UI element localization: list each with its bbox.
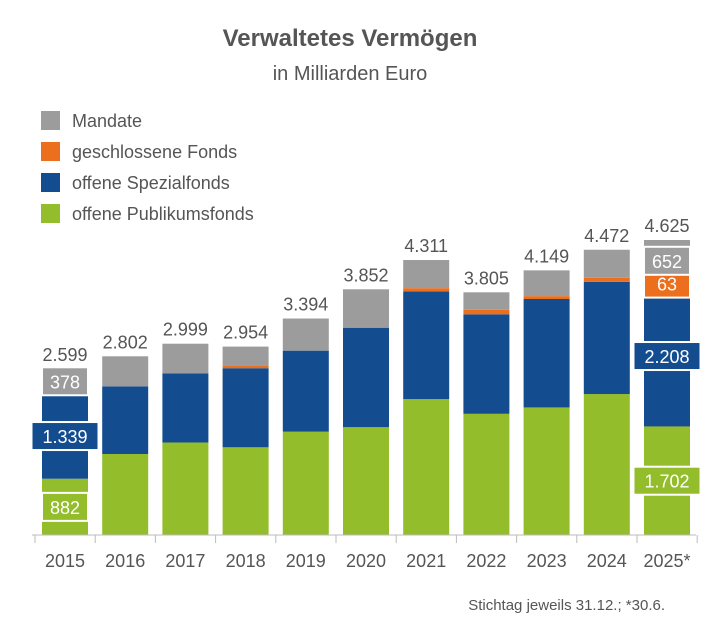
bar-mandate	[102, 356, 149, 387]
total-label: 2.999	[163, 320, 208, 340]
legend-swatch	[41, 111, 60, 130]
legend-label: geschlossene Fonds	[72, 142, 237, 162]
legend-label: offene Publikumsfonds	[72, 204, 254, 224]
total-label: 2.802	[103, 332, 148, 352]
bar-offene-publikumsfonds	[343, 427, 389, 535]
bar-offene-publikumsfonds	[162, 442, 209, 535]
bar-mandate	[162, 343, 209, 374]
x-axis: 2015 2016 2017 2018 2019 2020 2021 2022 2023 2024…	[32, 534, 698, 571]
legend-label: Mandate	[72, 111, 142, 131]
x-tick-label: 2021	[406, 551, 446, 571]
bar-offene-publikumsfonds	[463, 413, 510, 535]
bar-mandate	[463, 292, 510, 310]
bar-mandate	[222, 346, 269, 366]
bar-offene-spezialfonds	[102, 386, 149, 454]
bar-geschlossene-fonds	[403, 288, 450, 292]
value-label: 378	[50, 372, 80, 392]
value-label-box	[643, 245, 691, 276]
x-tick-label: 2015	[45, 551, 85, 571]
bar-offene-publikumsfonds	[282, 431, 329, 535]
value-label: 652	[652, 252, 682, 272]
bar-offene-spezialfonds	[222, 368, 269, 448]
bar-mandate	[523, 270, 570, 297]
x-tick-label: 2024	[587, 551, 627, 571]
footnote: Stichtag jeweils 31.12.; *30.6.	[468, 597, 665, 614]
bar-offene-spezialfonds	[403, 291, 450, 400]
bars: 2.599 2.802 2.999 2.954 3.394 3.852 4.311 3.805…	[30, 216, 702, 535]
chart-subtitle: in Milliarden Euro	[273, 63, 428, 85]
bar-mandate	[403, 260, 450, 289]
chart-title: Verwaltetes Vermögen	[223, 25, 478, 52]
x-tick-label: 2019	[286, 551, 326, 571]
bar-mandate	[583, 249, 630, 278]
bar-geschlossene-fonds	[523, 296, 570, 299]
total-label: 4.149	[524, 246, 569, 266]
value-label-box	[632, 465, 702, 496]
bar-offene-publikumsfonds	[583, 394, 630, 535]
total-label: 2.599	[42, 345, 87, 365]
legend: Mandate geschlossene Fonds offene Spezialf…	[41, 111, 254, 224]
value-label: 882	[50, 498, 80, 518]
value-label: 1.339	[42, 427, 87, 447]
bar-geschlossene-fonds	[463, 309, 510, 315]
value-label-box	[41, 491, 89, 522]
x-tick-label: 2020	[346, 551, 386, 571]
legend-swatch	[41, 142, 60, 161]
value-label: 63	[657, 275, 677, 295]
total-label: 3.805	[464, 268, 509, 288]
legend-swatch	[41, 173, 60, 192]
value-label-box	[30, 421, 100, 452]
total-label: 4.625	[644, 216, 689, 236]
x-tick-label: 2025*	[643, 551, 690, 571]
x-tick-label: 2018	[226, 551, 266, 571]
total-label: 3.394	[283, 295, 328, 315]
total-label: 4.472	[584, 226, 629, 246]
bar-offene-publikumsfonds	[222, 447, 269, 535]
bar-geschlossene-fonds	[222, 365, 269, 369]
x-tick-label: 2016	[105, 551, 145, 571]
legend-label: offene Spezialfonds	[72, 173, 230, 193]
bar-offene-spezialfonds	[162, 373, 209, 443]
x-tick-label: 2023	[527, 551, 567, 571]
value-label-box	[632, 341, 702, 372]
bar-offene-spezialfonds	[282, 350, 329, 432]
bar-mandate	[282, 318, 329, 351]
bar-offene-spezialfonds	[463, 314, 510, 414]
bar-offene-publikumsfonds	[102, 453, 149, 535]
bar-geschlossene-fonds	[583, 277, 630, 282]
bar-offene-publikumsfonds	[403, 399, 450, 535]
x-tick-label: 2022	[466, 551, 506, 571]
bar-offene-publikumsfonds	[523, 407, 570, 535]
total-label: 4.311	[404, 236, 448, 256]
x-tick-label: 2017	[165, 551, 205, 571]
bar-offene-spezialfonds	[583, 281, 630, 395]
value-label-box	[41, 366, 89, 397]
total-label: 2.954	[223, 323, 268, 343]
bar-offene-spezialfonds	[343, 327, 389, 428]
legend-swatch	[41, 204, 60, 223]
total-label: 3.852	[343, 265, 388, 285]
value-label: 1.702	[644, 472, 689, 492]
bar-mandate	[343, 289, 389, 328]
bar-offene-spezialfonds	[523, 299, 570, 408]
value-label: 2.208	[644, 347, 689, 367]
